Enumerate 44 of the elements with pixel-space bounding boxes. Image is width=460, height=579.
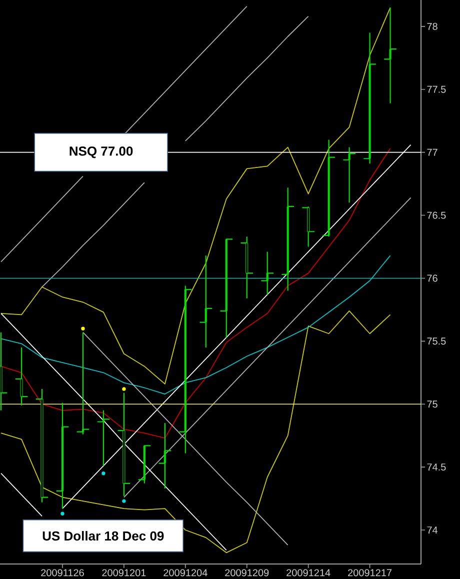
x-tick-label: 20091201 [102,569,146,576]
candlestick [199,255,213,348]
candlestick [96,410,110,466]
y-tick-label: 78 [427,22,438,30]
candlestick [56,402,70,510]
point [60,512,64,516]
candlestick [302,206,316,248]
point [122,499,126,503]
x-tick-label: 20091214 [286,569,330,576]
point [102,472,106,476]
candlestick [158,422,172,490]
y-tick-label: 77 [427,148,438,156]
candlestick [35,388,49,503]
y-tick-label: 76.5 [427,212,446,219]
candlestick [384,6,397,104]
candlestick [138,445,152,484]
y-tick-label: 75 [427,400,438,408]
x-tick-label: 20091204 [164,569,208,576]
x-tick-label: 20091217 [348,569,392,576]
candlestick [117,392,131,497]
candlestick [240,236,254,299]
x-tick-label: 20091126 [41,569,84,576]
line-series [0,310,391,554]
point [122,387,126,391]
line-series [0,7,391,384]
candlestick [363,32,376,164]
candlestick [178,285,192,454]
candlestick [342,146,356,204]
y-tick-label: 77.5 [427,86,446,93]
candlestick [322,139,336,238]
candlestick [76,332,90,435]
candlestick [281,187,295,292]
line-series [0,148,391,439]
candlestick [260,251,274,296]
y-tick-label: 74.5 [427,464,446,471]
y-tick-label: 75.5 [427,338,446,345]
x-tick-label: 20091209 [225,569,269,576]
y-tick-label: 74 [427,526,438,534]
text: US Dollar 18 Dec 09 [42,531,164,541]
point [81,326,85,330]
y-tick-label: 76 [427,274,438,282]
candlestick [14,346,28,406]
candlestick [220,238,234,338]
ref-line-label: NSQ 77.00 [70,146,133,158]
